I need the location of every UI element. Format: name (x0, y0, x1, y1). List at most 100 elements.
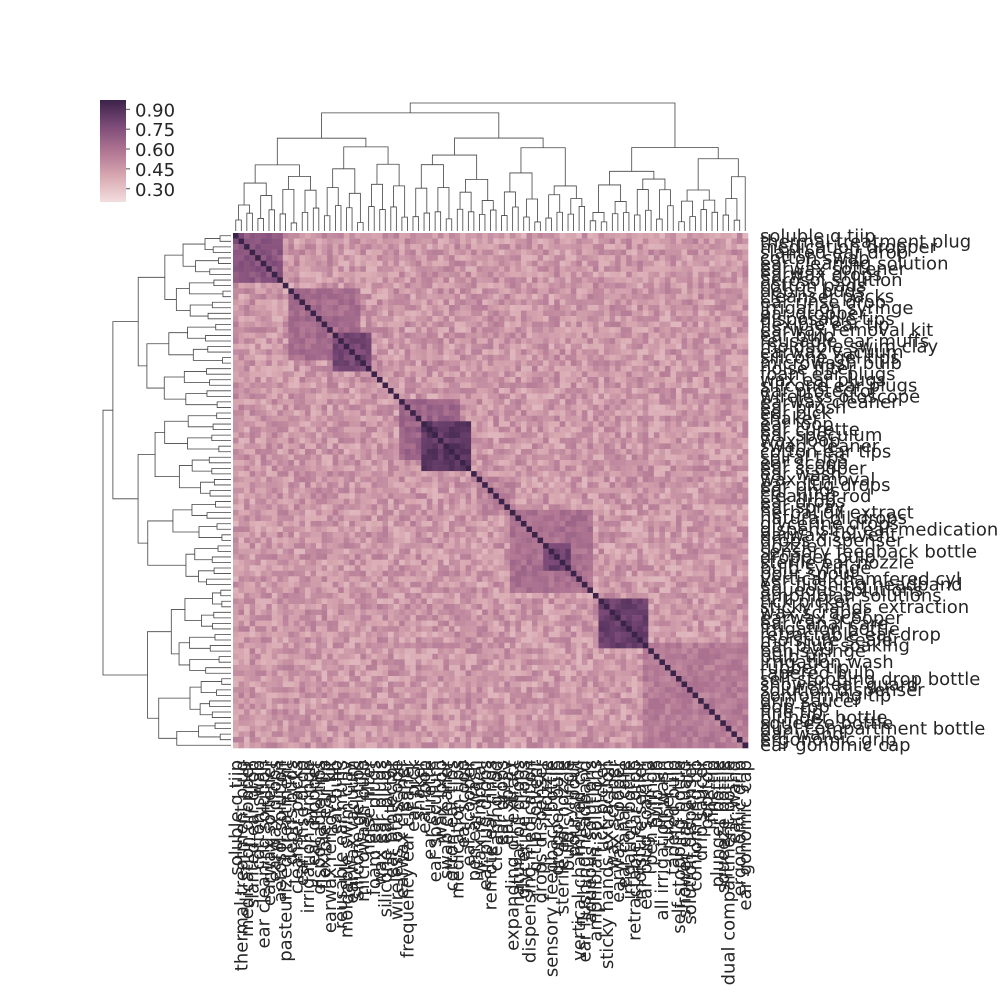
heatmap-cell (559, 365, 566, 372)
heatmap-cell (709, 432, 716, 439)
heatmap-cell (626, 316, 633, 322)
heatmap-cell (482, 260, 489, 267)
heatmap-cell (720, 238, 727, 245)
heatmap-cell (493, 410, 500, 417)
heatmap-cell (681, 332, 688, 339)
heatmap-cell (626, 321, 633, 328)
heatmap-cell (642, 354, 649, 361)
heatmap-cell (349, 244, 356, 250)
heatmap-cell (454, 415, 461, 422)
heatmap-cell (581, 448, 588, 455)
heatmap-cell (736, 426, 743, 433)
heatmap-cell (293, 404, 300, 411)
heatmap-cell (354, 399, 361, 405)
heatmap-cell (670, 332, 677, 339)
heatmap-cell (554, 388, 561, 394)
heatmap-cell (604, 421, 610, 428)
heatmap-cell (327, 365, 333, 372)
heatmap-cell (565, 304, 572, 311)
heatmap-cell (482, 421, 489, 428)
heatmap-cell (742, 509, 749, 516)
heatmap-cell (304, 448, 311, 455)
heatmap-cell (537, 316, 544, 322)
heatmap-cell (714, 443, 721, 450)
heatmap-cell (565, 244, 572, 250)
heatmap-cell (437, 382, 444, 389)
heatmap-cell (576, 388, 583, 394)
heatmap-cell (659, 354, 666, 361)
heatmap-cell (609, 332, 616, 339)
heatmap-cell (482, 426, 489, 433)
heatmap-cell (687, 266, 693, 273)
heatmap-cell (648, 399, 655, 405)
heatmap-cell (637, 310, 644, 317)
heatmap-cell (316, 260, 322, 267)
heatmap-cell (371, 404, 378, 411)
heatmap-cell (626, 415, 633, 422)
heatmap-cell (670, 460, 677, 466)
heatmap-cell (714, 448, 721, 455)
heatmap-cell (388, 509, 394, 516)
heatmap-cell (238, 388, 245, 394)
heatmap-cell (698, 310, 704, 317)
heatmap-cell (598, 244, 605, 250)
heatmap-cell (676, 365, 682, 372)
heatmap-cell (415, 460, 422, 466)
heatmap-cell (471, 332, 477, 339)
heatmap-cell (509, 349, 516, 356)
heatmap-cell (736, 460, 743, 466)
heatmap-cell (592, 260, 599, 267)
heatmap-cell (526, 471, 533, 477)
heatmap-cell (620, 299, 627, 306)
heatmap-cell (709, 332, 716, 339)
heatmap-cell (703, 415, 710, 422)
heatmap-cell (532, 288, 538, 295)
heatmap-cell (404, 498, 411, 505)
heatmap-cell (698, 321, 704, 328)
heatmap-cell (354, 304, 361, 311)
heatmap-cell (288, 316, 295, 322)
dendrogram-link (191, 503, 216, 516)
heatmap-cell (316, 266, 322, 273)
heatmap-cell (604, 399, 610, 405)
heatmap-cell (365, 415, 372, 422)
heatmap-cell (293, 410, 300, 417)
heatmap-cell (692, 277, 699, 284)
heatmap-cell (626, 371, 633, 378)
heatmap-cell (565, 415, 572, 422)
heatmap-cell (271, 448, 278, 455)
heatmap-cell (443, 316, 450, 322)
heatmap-cell (526, 443, 533, 450)
heatmap-cell (692, 349, 699, 356)
heatmap-cell (714, 266, 721, 273)
heatmap-cell (670, 498, 677, 505)
heatmap-cell (354, 365, 361, 372)
heatmap-cell (498, 504, 505, 511)
heatmap-cell (349, 388, 356, 394)
heatmap-cell (349, 233, 356, 239)
heatmap-cell (731, 448, 738, 455)
heatmap-cell (676, 266, 682, 273)
heatmap-cell (382, 471, 389, 477)
heatmap-cell (349, 443, 356, 450)
heatmap-cell (731, 249, 738, 256)
heatmap-cell (604, 426, 610, 433)
heatmap-cell (620, 321, 627, 328)
heatmap-cell (681, 421, 688, 428)
heatmap-cell (532, 282, 538, 289)
heatmap-cell (742, 421, 749, 428)
heatmap-cell (304, 509, 311, 516)
heatmap-cell (244, 421, 250, 428)
heatmap-cell (393, 321, 400, 328)
heatmap-cell (592, 338, 599, 345)
heatmap-cell (288, 282, 295, 289)
heatmap-cell (615, 410, 621, 417)
heatmap-cell (238, 321, 245, 328)
heatmap-cell (515, 393, 522, 400)
heatmap-cell (653, 321, 660, 328)
dendrogram-link (216, 412, 231, 419)
heatmap-cell (681, 271, 688, 278)
heatmap-cell (609, 399, 616, 405)
heatmap-cell (509, 443, 516, 450)
heatmap-cell (498, 266, 505, 273)
